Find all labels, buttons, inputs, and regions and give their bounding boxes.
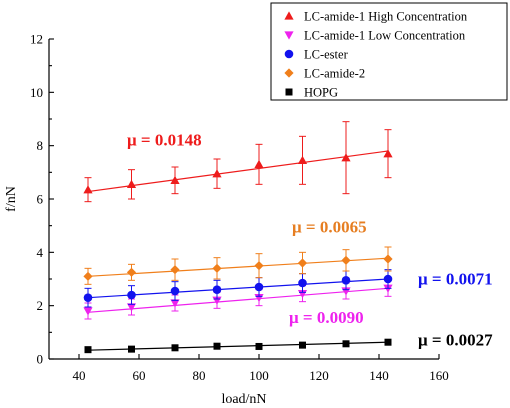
data-point — [83, 307, 93, 316]
legend-label: LC-amide-1 High Concentration — [304, 10, 468, 24]
series-hopg — [84, 338, 392, 354]
x-tick-label: 120 — [309, 368, 329, 383]
data-point — [298, 278, 307, 288]
x-tick-label: 60 — [133, 368, 146, 383]
x-tick-label: 80 — [193, 368, 206, 383]
legend-marker — [284, 11, 294, 20]
legend: LC-amide-1 High Concentration LC-amide-1 … — [270, 2, 508, 101]
x-tick-label: 140 — [369, 368, 389, 383]
data-point — [254, 159, 264, 169]
data-point — [341, 255, 351, 265]
ticks: 40 60 80 100 120 140 160 0 2 4 6 8 10 12 — [30, 32, 449, 384]
y-tick-label: 8 — [37, 138, 44, 153]
data-point — [254, 261, 264, 271]
data-point — [212, 263, 222, 273]
data-point — [213, 342, 221, 350]
data-point — [383, 149, 393, 158]
legend-box — [270, 2, 508, 101]
series-lc-amide-1-high-concentration — [83, 121, 393, 203]
y-tick-label: 2 — [37, 298, 44, 313]
legend-label: LC-amide-1 Low Concentration — [304, 29, 466, 43]
data-point — [383, 254, 393, 264]
fit-line — [87, 341, 389, 351]
mu-annotation: μ = 0.0148 — [127, 131, 202, 150]
data-point — [170, 175, 180, 185]
data-point — [212, 285, 222, 294]
y-axis-title: f/nN — [4, 186, 19, 212]
data-point — [384, 338, 392, 346]
series-lc-amide-2 — [83, 246, 393, 285]
data-point — [255, 342, 263, 350]
mu-annotation: μ = 0.0071 — [418, 269, 493, 288]
data-point — [297, 155, 308, 165]
data-point — [126, 267, 137, 277]
x-tick-label: 100 — [249, 368, 269, 383]
legend-label: HOPG — [304, 86, 338, 100]
legend-label: LC-amide-2 — [304, 67, 365, 81]
y-tick-label: 6 — [37, 192, 44, 207]
fit-line — [87, 150, 389, 193]
data-point — [170, 265, 180, 275]
data-point — [126, 179, 137, 189]
legend-item: LC-amide-1 High Concentration — [284, 10, 468, 24]
data-point — [299, 341, 306, 349]
data-point — [341, 276, 351, 285]
y-tick-label: 4 — [37, 245, 44, 260]
legend-marker — [284, 31, 294, 40]
data-point — [84, 346, 92, 354]
data-point — [254, 282, 264, 292]
legend-item: LC-amide-2 — [284, 67, 365, 81]
y-tick-label: 10 — [30, 85, 43, 100]
mu-annotation: μ = 0.0090 — [289, 308, 364, 327]
x-axis-title: load/nN — [221, 392, 266, 407]
data-point — [341, 153, 351, 162]
mu-annotation: μ = 0.0065 — [292, 217, 367, 236]
legend-marker — [284, 49, 294, 59]
data-point — [83, 271, 93, 281]
plot-area — [83, 121, 393, 354]
legend-label: LC-ester — [304, 48, 349, 62]
legend-item: HOPG — [285, 86, 338, 100]
data-point — [83, 185, 93, 194]
annotations: μ = 0.0148 μ = 0.0065 μ = 0.0071 μ = 0.0090… — [127, 131, 493, 350]
data-point — [171, 344, 179, 352]
data-point — [170, 286, 180, 296]
data-point — [212, 169, 222, 178]
data-point — [383, 274, 393, 284]
x-tick-label: 40 — [73, 368, 86, 383]
legend-item: LC-ester — [284, 48, 349, 62]
data-point — [126, 303, 137, 312]
y-tick-label: 0 — [37, 352, 44, 367]
legend-item: LC-amide-1 Low Concentration — [284, 29, 466, 43]
series-lc-ester — [83, 269, 393, 308]
mu-annotation: μ = 0.0027 — [418, 331, 493, 350]
data-point — [297, 258, 308, 268]
fit-line — [87, 257, 389, 277]
data-point — [128, 345, 135, 353]
legend-marker — [284, 68, 294, 78]
fit-line — [87, 278, 389, 299]
legend-marker — [285, 88, 293, 96]
series-lc-amide-1-low-concentration — [83, 279, 393, 320]
data-point — [83, 293, 93, 302]
y-tick-label: 12 — [30, 32, 43, 47]
data-point — [170, 299, 180, 308]
data-point — [127, 290, 136, 300]
fit-line — [87, 287, 389, 313]
data-point — [342, 340, 350, 348]
x-tick-label: 160 — [429, 368, 449, 383]
